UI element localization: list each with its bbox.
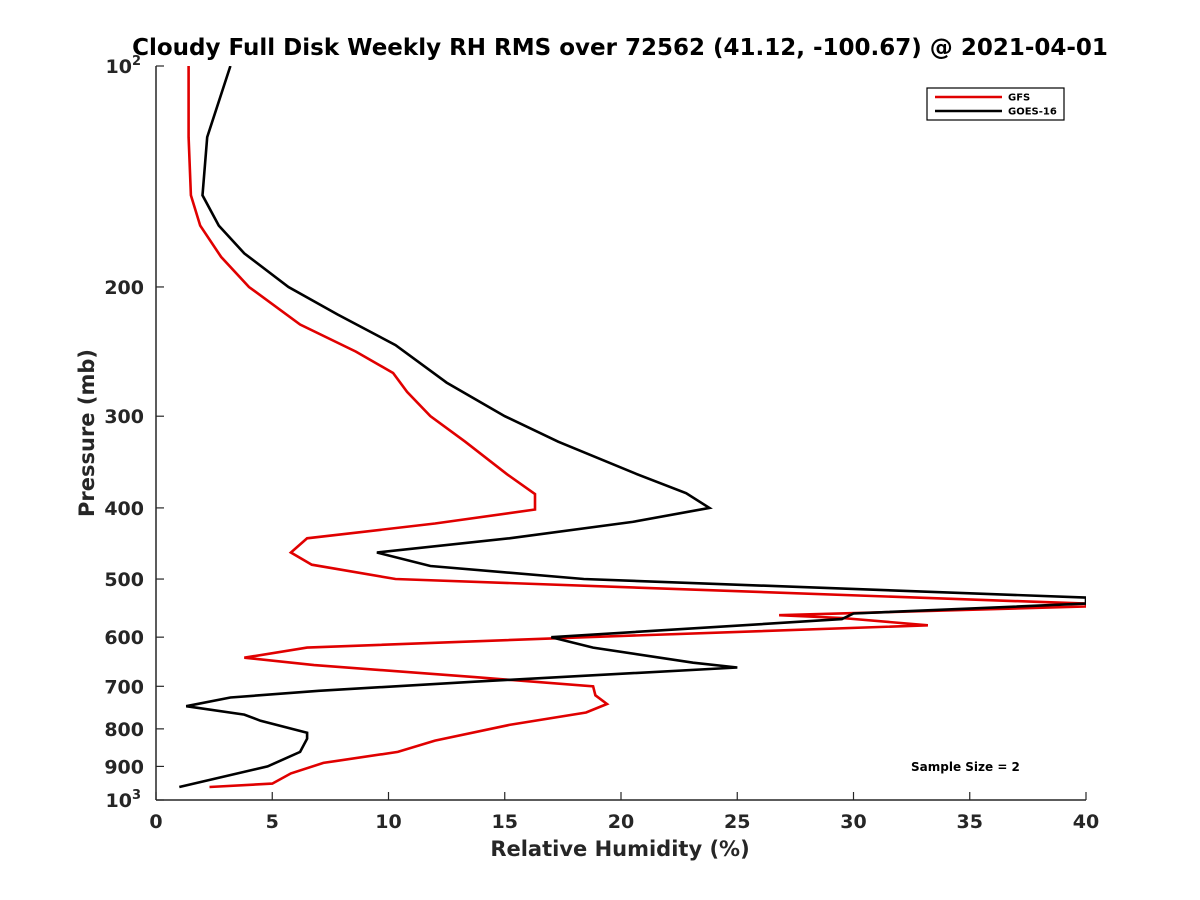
x-tick-label: 10	[375, 811, 401, 833]
x-tick-label: 0	[149, 811, 162, 833]
x-tick-label: 25	[724, 811, 750, 833]
legend-box	[926, 87, 1065, 121]
x-tick-label: 5	[266, 811, 279, 833]
y-tick-label: 700	[104, 676, 144, 698]
x-tick-label: 35	[957, 811, 983, 833]
x-tick-label: 30	[840, 811, 866, 833]
y-tick-label: 300	[104, 406, 144, 428]
y-tick-label: 600	[104, 627, 144, 649]
y-tick-label: 900	[104, 756, 144, 778]
series-line-goes-16	[179, 66, 1086, 789]
y-tick-label: 500	[104, 569, 144, 591]
y-axis-title: Pressure (mb)	[75, 349, 99, 517]
legend-label: GFS	[1008, 93, 1030, 104]
y-tick-exponent: 2	[132, 54, 141, 69]
x-axis-title: Relative Humidity (%)	[490, 837, 749, 861]
y-tick-label: 200	[104, 277, 144, 299]
plot-area	[179, 66, 1086, 789]
legend-label: GOES-16	[1008, 107, 1057, 118]
sample-size-annotation: Sample Size = 2	[911, 760, 1020, 774]
x-tick-label: 15	[492, 811, 518, 833]
y-tick-label: 800	[104, 719, 144, 741]
series-line-gfs	[187, 66, 1086, 789]
chart-title: Cloudy Full Disk Weekly RH RMS over 7256…	[132, 35, 1108, 61]
y-tick-label: 10	[106, 56, 132, 78]
y-tick-label: 10	[106, 790, 132, 812]
y-tick-label: 400	[104, 498, 144, 520]
x-axis: 0 5 10 15 20 25 30 35 40	[149, 792, 1099, 833]
x-tick-label: 20	[608, 811, 634, 833]
x-tick-label: 40	[1073, 811, 1099, 833]
y-tick-exponent: 3	[132, 788, 141, 803]
legend: GFS GOES-16	[926, 87, 1065, 121]
